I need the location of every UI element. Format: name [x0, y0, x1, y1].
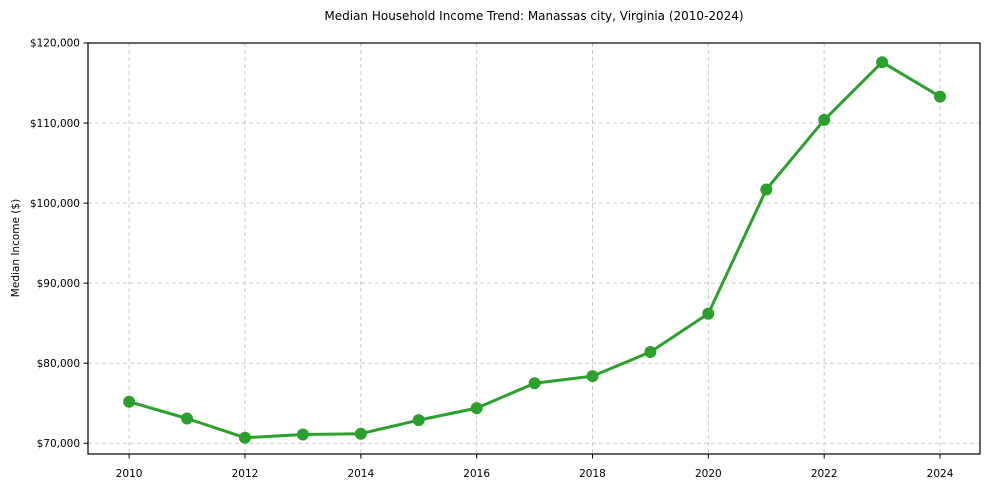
- x-tick-label: 2010: [116, 468, 143, 480]
- data-point-2024: [934, 90, 946, 103]
- data-point-2015: [412, 414, 425, 427]
- data-point-2020: [702, 307, 715, 320]
- data-point-2012: [239, 431, 251, 444]
- data-point-2014: [354, 427, 367, 440]
- x-tick-label: 2018: [579, 468, 606, 480]
- x-tick-label: 2014: [347, 468, 374, 480]
- x-tick-label: 2024: [927, 468, 954, 480]
- y-axis-label: Median Income ($): [10, 198, 22, 298]
- data-point-2019: [644, 346, 657, 358]
- y-tick-label: $90,000: [37, 278, 80, 290]
- y-tick-label: $70,000: [37, 438, 80, 450]
- plot-border: [87, 42, 981, 455]
- data-point-2013: [296, 428, 309, 441]
- x-tick-label: 2020: [695, 468, 722, 480]
- data-point-2010: [123, 395, 136, 408]
- x-tick-label: 2016: [463, 468, 490, 480]
- data-point-2023: [876, 56, 889, 69]
- y-tick-label: $80,000: [37, 358, 80, 370]
- chart-title: Median Household Income Trend: Manassas …: [324, 9, 744, 23]
- data-point-2011: [181, 412, 193, 425]
- y-tick-label: $110,000: [30, 118, 80, 130]
- data-point-2016: [470, 402, 483, 415]
- data-point-2022: [818, 113, 831, 126]
- x-tick-label: 2022: [811, 468, 838, 480]
- x-tick-label: 2012: [232, 468, 259, 480]
- y-tick-label: $100,000: [30, 198, 80, 210]
- data-point-2021: [760, 183, 773, 196]
- data-point-2017: [528, 377, 541, 390]
- y-tick-label: $120,000: [30, 38, 80, 50]
- data-point-2018: [586, 370, 599, 383]
